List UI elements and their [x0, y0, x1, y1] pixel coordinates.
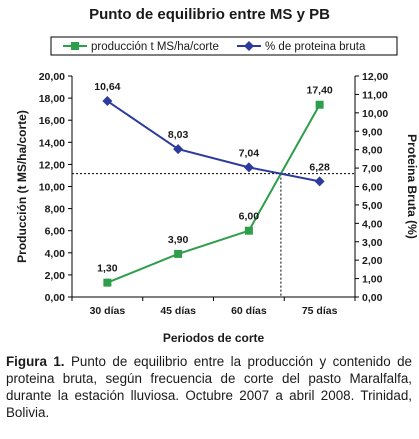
y-right-tick-label: 6,00	[362, 182, 383, 194]
y-axis-right-title: Proteina Bruta (%)	[405, 134, 419, 239]
y-right-tick-label: 2,00	[362, 255, 383, 267]
y-right-tick-label: 0,00	[362, 292, 383, 304]
series-point	[315, 100, 324, 109]
y-left-tick-label: 10,00	[39, 182, 65, 194]
series-line	[106, 104, 321, 284]
y-right-tick-label: 12,00	[362, 71, 388, 83]
legend-box	[50, 36, 398, 56]
x-tick-label: 75 días	[302, 305, 338, 317]
data-labels: 1,30 3,90 6,00 17,40 10,64 8,03 7,04 6,28	[94, 81, 333, 275]
data-label: 7,04	[239, 147, 260, 159]
data-label: 17,40	[306, 85, 332, 97]
y-right-tick-label: 3,00	[362, 237, 383, 249]
data-label: 8,03	[168, 129, 189, 141]
y-left-tick-label: 4,00	[45, 248, 66, 260]
legend: producción t MS/ha/corte % de proteina br…	[50, 36, 398, 56]
y-right-tick-label: 9,00	[362, 126, 383, 138]
x-tick-label: 60 días	[231, 305, 267, 317]
series-line	[106, 100, 320, 183]
y-left-tick-label: 0,00	[45, 292, 66, 304]
series-point	[243, 162, 254, 173]
legend-label: % de proteina bruta	[265, 41, 366, 53]
data-label: 1,30	[97, 263, 118, 275]
y-right-tick-label: 4,00	[362, 218, 383, 230]
legend-swatch-marker	[244, 41, 254, 51]
series-point	[314, 176, 325, 187]
figure-caption: Figura 1. Punto de equilibrio entre la p…	[6, 353, 412, 421]
y-left-tick-label: 2,00	[45, 270, 66, 282]
y-right-tick-label: 11,00	[362, 89, 388, 101]
data-label: 10,64	[94, 81, 120, 93]
x-axis-title: Periodos de corte	[163, 331, 265, 345]
y-right-tick-label: 8,00	[362, 145, 383, 157]
series-point	[173, 144, 184, 155]
y-left-tick-label: 20,00	[39, 71, 65, 83]
data-label: 6,00	[239, 211, 260, 223]
series-point	[103, 278, 112, 287]
y-right-tick-label: 10,00	[362, 108, 388, 120]
series-point	[244, 226, 253, 235]
legend-label: producción t MS/ha/corte	[91, 41, 219, 53]
chart-title: Punto de equilibrio entre MS y PB	[89, 6, 330, 23]
y-right-tick-label: 7,00	[362, 163, 383, 175]
chart: producción t MS/ha/corte % de proteina br…	[15, 36, 419, 345]
legend-swatch-marker	[71, 42, 79, 50]
y-left-tick-label: 16,00	[39, 115, 65, 127]
equilibrium-guides	[72, 173, 355, 297]
y-left-tick-label: 6,00	[45, 226, 66, 238]
y-left-tick-label: 8,00	[45, 204, 66, 216]
caption-text: Punto de equilibrio entre la producción …	[6, 354, 412, 420]
x-tick-label: 30 días	[90, 305, 126, 317]
y-left-tick-label: 12,00	[39, 159, 65, 171]
data-label: 6,28	[309, 161, 330, 173]
data-label: 3,90	[168, 234, 189, 246]
series-layer	[102, 96, 325, 287]
y-axis-left-title: Producción (t MS/ha/corte)	[15, 110, 29, 263]
series-point	[174, 249, 183, 258]
y-right-tick-label: 1,00	[362, 274, 383, 286]
caption-label: Figura 1.	[6, 354, 65, 369]
y-left-tick-label: 18,00	[39, 93, 65, 105]
x-tick-label: 45 días	[160, 305, 196, 317]
series-point	[102, 96, 113, 107]
y-left-tick-label: 14,00	[39, 137, 65, 149]
y-right-tick-label: 5,00	[362, 200, 383, 212]
axes: 0,00 2,00 4,00 6,00 8,00 10,00 12,00 14,00 16,00…	[15, 71, 419, 345]
